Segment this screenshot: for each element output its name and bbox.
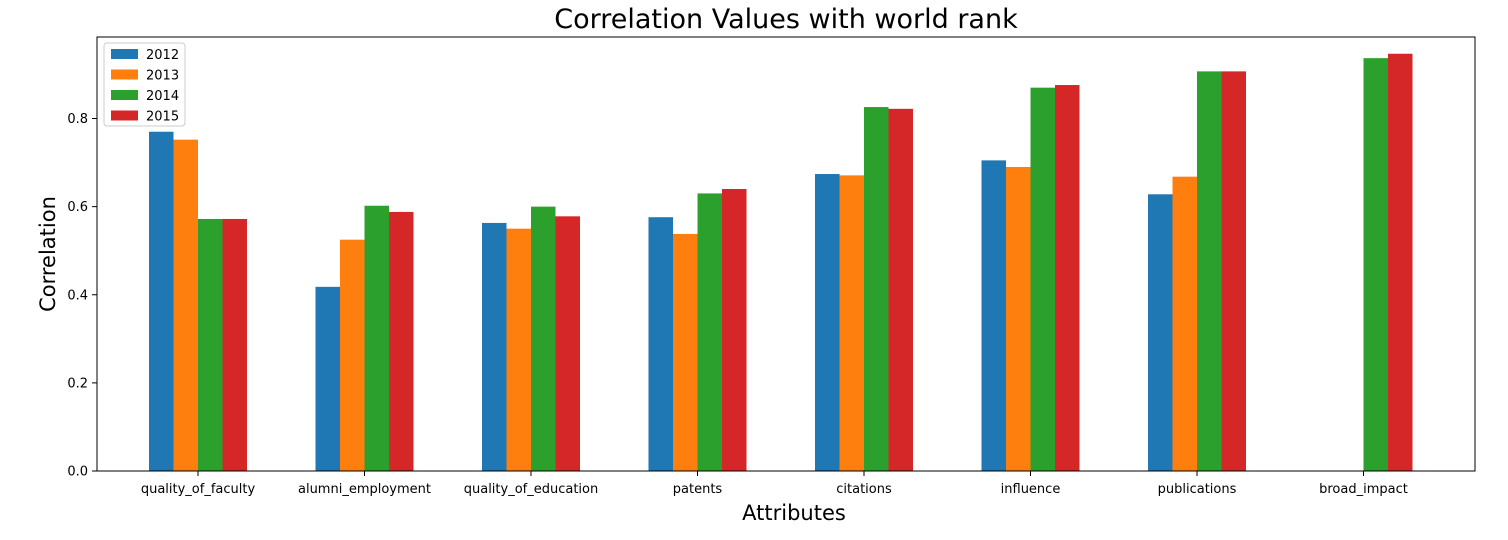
plot-frame [96, 36, 1476, 472]
bar-2012-patents [648, 217, 673, 471]
bar-2012-publications [1148, 194, 1173, 472]
bar-2012-alumni_employment [315, 286, 340, 471]
bar-2015-influence [1055, 85, 1080, 471]
bar-2015-citations [888, 108, 913, 471]
y-tick-label: 0.8 [67, 112, 88, 127]
y-tick-label: 0.6 [67, 200, 88, 215]
y-tick-label: 0.2 [67, 376, 88, 391]
bar-2014-quality_of_education [531, 206, 556, 471]
y-axis: 0.0 0.2 0.4 0.6 0.8 [67, 112, 97, 480]
x-tick-label: publications [1158, 482, 1237, 497]
x-tick-label: citations [836, 482, 892, 497]
bar-2013-quality_of_faculty [173, 139, 198, 471]
legend-label-2015: 2015 [146, 110, 179, 125]
legend-label-2013: 2013 [146, 69, 179, 84]
bar-2015-patents [722, 189, 747, 471]
legend-box [103, 42, 186, 127]
x-tick-label: quality_of_faculty [141, 482, 256, 497]
bar-2013-influence [1006, 166, 1031, 472]
bar-2014-influence [1030, 87, 1055, 472]
bar-2014-publications [1197, 71, 1222, 472]
bar-2013-patents [673, 233, 698, 471]
x-tick-label: patents [673, 482, 723, 497]
bar-2015-broad_impact [1388, 53, 1413, 472]
bar-2014-citations [864, 107, 889, 471]
bar-2015-alumni_employment [389, 211, 414, 472]
bar-2012-citations [815, 174, 840, 471]
bar-2013-quality_of_education [506, 228, 531, 471]
bar-2015-publications [1221, 71, 1246, 472]
legend-swatch-2012 [111, 49, 138, 59]
bar-2015-quality_of_faculty [222, 218, 247, 471]
x-tick-label: broad_impact [1319, 482, 1408, 497]
bar-2014-quality_of_faculty [198, 218, 223, 471]
legend-label-2012: 2012 [146, 48, 179, 63]
y-tick-label: 0.0 [67, 465, 88, 480]
x-tick-label: influence [1001, 482, 1061, 497]
x-tick-label: quality_of_education [464, 482, 599, 497]
bar-2014-alumni_employment [364, 205, 389, 471]
x-tick-label: alumni_employment [298, 482, 431, 497]
bar-2014-patents [697, 193, 722, 472]
legend-swatch-2015 [111, 110, 138, 121]
bars-group [149, 53, 1413, 472]
x-axis-label: Attributes [742, 501, 846, 525]
bar-2012-influence [981, 160, 1006, 471]
legend: 2012 2013 2014 2015 [103, 42, 186, 127]
bar-2013-citations [839, 175, 864, 471]
chart-title: Correlation Values with world rank [554, 4, 1018, 35]
bar-2012-quality_of_education [482, 222, 507, 471]
y-tick-label: 0.4 [67, 288, 88, 303]
legend-label-2014: 2014 [146, 89, 179, 104]
legend-swatch-2014 [111, 90, 138, 100]
bar-2012-quality_of_faculty [149, 131, 174, 472]
legend-swatch-2013 [111, 69, 138, 80]
y-axis-label: Correlation [36, 196, 60, 312]
bar-2013-alumni_employment [340, 239, 365, 471]
bar-2014-broad_impact [1363, 58, 1388, 472]
x-axis: quality_of_faculty alumni_employment quali… [141, 471, 1408, 497]
bar-2013-publications [1172, 176, 1197, 472]
bar-2015-quality_of_education [555, 216, 580, 471]
